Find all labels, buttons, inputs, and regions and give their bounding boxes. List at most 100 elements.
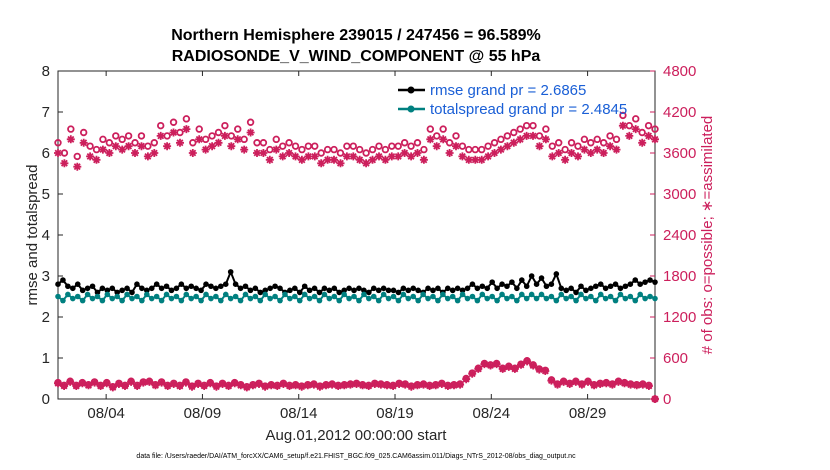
legend-spread-marker [407,105,415,113]
obs-assimilated-point [445,149,454,157]
obs-assimilated-point [214,138,223,147]
obs-assimilated-bottom-point [279,380,288,388]
obs-possible-point [503,132,512,140]
rmse-point [267,285,273,292]
totalspread-point [642,295,648,302]
obs-assimilated-point [336,159,345,168]
obs-assimilated-bottom-point [230,379,239,388]
y-axis-left-label: rmse and totalspread [24,165,41,306]
rmse-point [553,271,560,277]
obs-assimilated-bottom-point [443,382,452,390]
rmse-point [395,289,402,296]
totalspread-point [292,293,298,300]
obs-assimilated-point [182,125,191,134]
obs-assimilated-point [631,125,640,134]
totalspread-point [578,291,584,298]
rmse-point [296,289,303,296]
totalspread-point [134,293,140,300]
totalspread-point [129,295,135,302]
y-axis-right-label: # of obs: o=possible; ∗=assimilated [699,116,716,355]
obs-assimilated-bottom-point [498,364,507,373]
obs-assimilated-bottom-point [285,382,294,390]
totalspread-point [592,297,599,304]
obs-possible-point [529,121,537,130]
obs-possible-point [638,128,646,137]
totalspread-point [351,293,357,300]
rmse-point [153,281,160,288]
totalspread-point [79,297,86,304]
totalspread-point [499,291,505,298]
rmse-point [316,289,323,296]
obs-possible-point [272,135,280,144]
totalspread-point [168,295,175,302]
obs-possible-point [105,139,114,147]
obs-assimilated-bottom-point [480,360,489,369]
obs-possible-point [413,139,422,147]
totalspread-point [242,291,249,298]
totalspread-point [114,293,121,300]
obs-assimilated-point [227,142,236,151]
rmse-point [144,287,150,294]
totalspread-point [124,291,130,298]
obs-assimilated-point [188,149,197,157]
obs-assimilated-point [509,138,518,147]
legend-rmse-marker [407,86,415,94]
obs-assimilated-bottom-point [504,362,513,371]
totalspread-point [198,297,204,304]
obs-possible-point [362,149,370,157]
totalspread-point [479,291,486,298]
obs-assimilated-point [625,131,634,140]
obs-possible-point [574,142,582,150]
obs-assimilated-bottom-point [315,382,324,391]
obs-possible-point [278,142,287,150]
obs-assimilated-bottom-point [651,395,659,403]
totalspread-point [602,295,609,302]
obs-assimilated-point [484,152,493,161]
obs-possible-point [221,121,229,130]
totalspread-point [232,293,239,300]
obs-assimilated-bottom-point [175,382,184,390]
totalspread-point [55,293,61,300]
rmse-point [60,277,66,283]
rmse-point [425,285,431,292]
rmse-point [70,285,76,292]
totalspread-point [188,295,195,302]
totalspread-point [632,297,639,304]
obs-assimilated-bottom-point [297,382,306,391]
obs-possible-point [317,149,325,157]
obs-possible-point [561,145,569,154]
obs-assimilated-bottom-point [590,381,599,390]
totalspread-point [272,293,278,300]
obs-possible-point [567,139,576,147]
obs-possible-point [169,118,178,126]
obs-assimilated-point [522,131,531,140]
rmse-point [163,283,170,290]
rmse-point [415,287,421,294]
totalspread-point [139,297,145,304]
rmse-point [390,287,397,294]
rmse-point [65,283,71,290]
obs-possible-point [118,135,126,144]
obs-assimilated-point [490,149,499,157]
obs-possible-point [644,121,653,130]
rmse-point [99,285,106,292]
obs-assimilated-bottom-point [431,381,440,390]
x-tick-label: 08/04 [87,405,125,422]
totalspread-point [346,295,352,302]
obs-assimilated-point [458,152,467,161]
obs-assimilated-point [644,131,653,140]
obs-assimilated-point [98,145,107,154]
legend-rmse-text: rmse grand pr = 2.6865 [430,82,586,99]
obs-assimilated-bottom-point [474,364,483,373]
obs-assimilated-point [265,155,274,164]
totalspread-point [94,293,101,300]
rmse-point [518,277,525,283]
totalspread-point [390,293,397,300]
obs-assimilated-bottom-point [291,381,300,390]
obs-possible-point [157,121,165,130]
obs-assimilated-point [432,142,441,151]
rmse-point [124,285,130,292]
obs-assimilated-bottom-point [78,379,87,388]
rmse-point [183,285,190,292]
totalspread-point [321,291,328,298]
